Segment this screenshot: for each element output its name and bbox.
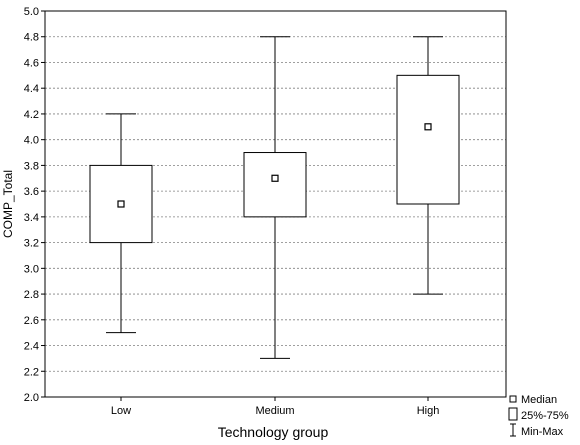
y-tick-label: 4.8: [24, 32, 39, 44]
y-tick-label: 4.6: [24, 57, 39, 69]
box-group-low: [89, 113, 153, 334]
box-group-high: [396, 36, 460, 295]
median-marker: [424, 123, 432, 131]
median-marker: [117, 200, 125, 208]
x-tick-label: Medium: [255, 405, 294, 417]
y-tick-label: 3.8: [24, 160, 39, 172]
legend-box-symbol: [508, 407, 518, 421]
y-tick-label: 4.0: [24, 135, 39, 147]
y-tick-label: 2.0: [24, 392, 39, 404]
axis-ticks: 2.0 2.2 2.4 2.6 2.8 3.0 3.2 3.4 3.6 3.8 4.0 4.2 4.4 4…: [24, 6, 440, 417]
y-tick-label: 2.8: [24, 289, 39, 301]
iqr-box: [396, 74, 460, 205]
y-tick-label: 2.2: [24, 366, 39, 378]
y-tick-label: 4.2: [24, 109, 39, 121]
y-tick-label: 3.6: [24, 186, 39, 198]
legend-median-symbol: [509, 395, 517, 403]
median-marker: [271, 174, 279, 182]
iqr-box: [243, 152, 307, 218]
legend: Median 25%-75% Min-Max: [508, 394, 569, 438]
y-tick-label: 3.0: [24, 263, 39, 275]
y-tick-label: 5.0: [24, 6, 39, 18]
legend-label: Min-Max: [521, 426, 564, 438]
y-tick-label: 2.4: [24, 341, 39, 353]
box-group-medium: [243, 36, 307, 359]
y-tick-label: 3.2: [24, 238, 39, 250]
x-tick-label: High: [417, 405, 440, 417]
legend-label: 25%-75%: [521, 410, 569, 422]
y-axis-title: COMP_Total: [1, 170, 15, 238]
x-tick-label: Low: [111, 405, 131, 417]
boxes-layer: [89, 36, 460, 359]
legend-label: Median: [521, 394, 557, 406]
y-tick-label: 3.4: [24, 212, 39, 224]
y-tick-label: 4.4: [24, 83, 39, 95]
x-axis-title: Technology group: [218, 424, 329, 440]
y-tick-label: 2.6: [24, 315, 39, 327]
